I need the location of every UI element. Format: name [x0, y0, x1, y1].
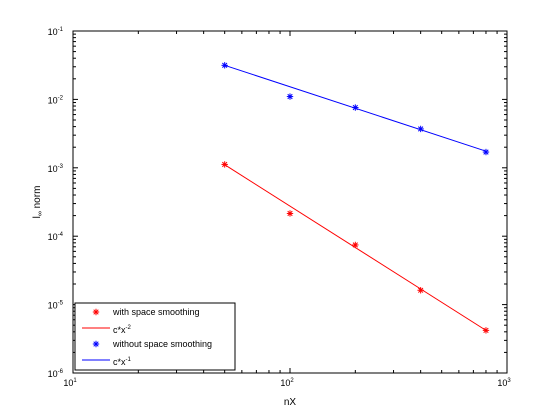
legend-box	[74, 302, 236, 371]
y-tick-label: 10-2	[48, 95, 64, 105]
y-tick-label-exponent: -5	[58, 301, 64, 307]
y-tick-labels: 10-610-510-410-310-210-1	[48, 27, 64, 379]
data-point-stroke	[352, 242, 358, 248]
data-point-stroke	[222, 62, 228, 68]
y-tick-label: 10-5	[48, 301, 64, 311]
y-axis-label-rest: norm	[32, 186, 43, 212]
x-tick-labels: 101 102 103	[63, 378, 511, 388]
legend-label-base: c*x	[113, 357, 126, 367]
legend-label: without space smoothing	[112, 339, 212, 349]
legend-entry: with space smoothing	[92, 307, 200, 317]
legend-marker	[92, 340, 100, 348]
x-tick-label: 102	[280, 378, 294, 388]
data-point-stroke	[287, 93, 293, 100]
data-point	[352, 104, 359, 111]
legend-entry: c*x-1	[82, 357, 132, 367]
legend-label-exponent: -2	[126, 325, 132, 331]
x-tick-label-exponent: 2	[290, 378, 294, 384]
x-tick-label-base: 10	[280, 378, 290, 388]
y-tick-label-base: 10	[48, 369, 58, 379]
y-axis-label-main: l	[32, 216, 43, 218]
data-point	[286, 93, 294, 100]
y-tick-label-base: 10	[48, 301, 58, 311]
data-point-stroke	[222, 161, 228, 168]
x-tick-label-base: 10	[497, 378, 507, 388]
legend-marker-stroke	[93, 341, 99, 347]
legend-label: c*x-1	[113, 357, 132, 367]
data-point	[221, 161, 228, 168]
major-ticks	[72, 30, 508, 374]
data-point	[221, 62, 228, 69]
data-point-stroke	[352, 104, 358, 111]
y-tick-label: 10-6	[48, 369, 64, 379]
data-point	[482, 327, 490, 334]
legend-entry: c*x-2	[82, 325, 132, 335]
data-point-stroke	[287, 210, 293, 217]
data-point	[417, 287, 424, 294]
legend-entry: without space smoothing	[92, 339, 212, 349]
data-point-stroke	[417, 126, 424, 132]
x-tick-label-exponent: 3	[507, 378, 511, 384]
x-axis-label: nX	[284, 397, 297, 408]
y-axis-label: l∞ norm	[32, 186, 44, 219]
x-tick-label-exponent: 1	[73, 378, 77, 384]
y-tick-label-exponent: -3	[58, 164, 64, 170]
y-tick-label: 10-4	[48, 232, 64, 242]
y-tick-label-exponent: -6	[58, 369, 64, 375]
y-tick-label: 10-1	[48, 27, 64, 37]
data-point	[286, 210, 294, 217]
y-tick-label-base: 10	[48, 27, 58, 37]
legend-label: with space smoothing	[112, 307, 200, 317]
legend-label: c*x-2	[113, 325, 132, 335]
y-axis-label-subscript: ∞	[37, 211, 44, 216]
minor-ticks	[73, 31, 507, 373]
y-tick-label-exponent: -2	[58, 95, 64, 101]
data-point	[352, 241, 359, 249]
legend-label-base: c*x	[113, 325, 126, 335]
x-tick-label: 101	[63, 378, 77, 388]
data-point-stroke	[483, 149, 489, 155]
x-tick-label: 103	[497, 378, 511, 388]
y-tick-label-base: 10	[48, 95, 58, 105]
y-tick-label: 10-3	[48, 164, 64, 174]
legend-marker-stroke	[93, 309, 99, 315]
data-point	[417, 125, 424, 133]
y-tick-label-base: 10	[48, 232, 58, 242]
x-tick-label-base: 10	[63, 378, 73, 388]
data-point	[482, 148, 490, 156]
data-point-stroke	[483, 327, 489, 334]
y-tick-label-exponent: -4	[58, 232, 64, 238]
y-tick-label-exponent: -1	[58, 27, 64, 33]
y-tick-label-base: 10	[48, 164, 58, 174]
data-point-stroke	[417, 287, 424, 293]
legend-marker	[92, 308, 100, 316]
legend-label-exponent: -1	[126, 357, 132, 363]
series-layer	[221, 62, 490, 334]
